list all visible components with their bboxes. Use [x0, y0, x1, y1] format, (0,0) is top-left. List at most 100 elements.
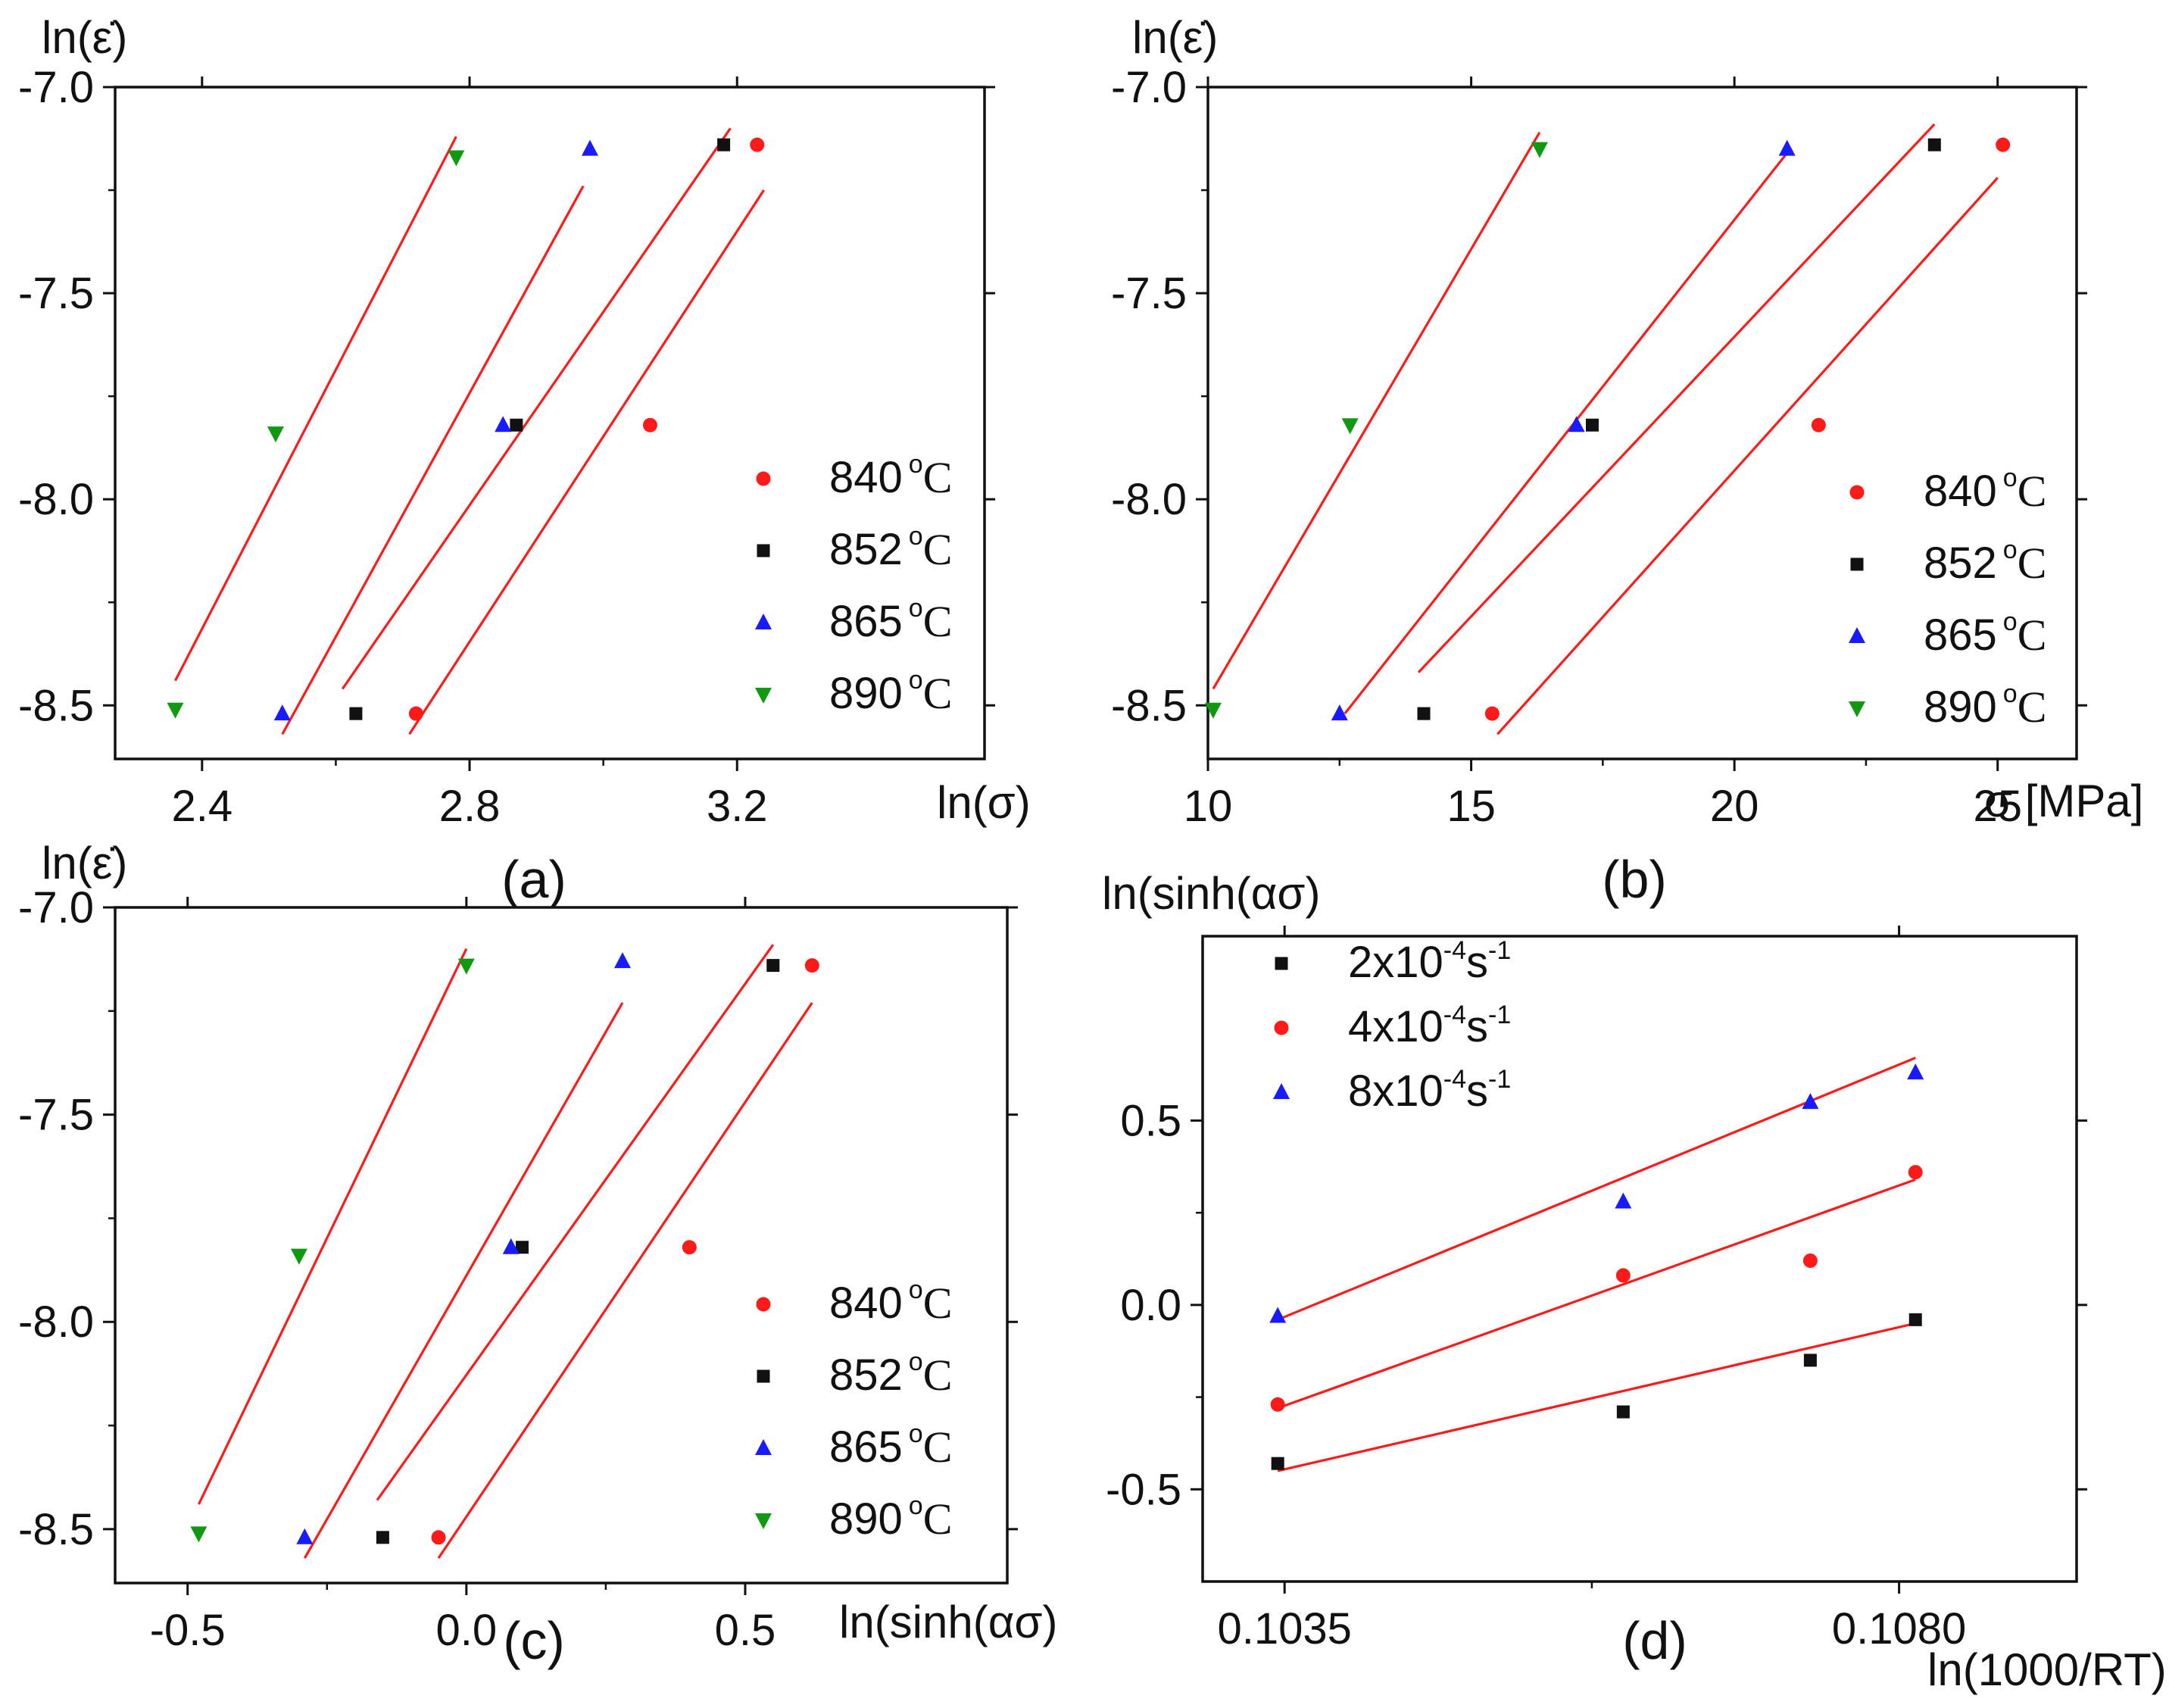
- x-axis-title: ln(sinh(ασ): [839, 1597, 1057, 1647]
- panel-label: (d): [1622, 1611, 1687, 1670]
- legend-entry: 865 oC: [755, 1419, 952, 1472]
- fit-line: [376, 944, 775, 1501]
- legend-entry: 865 oC: [1849, 607, 2046, 660]
- data-point: [1616, 1405, 1630, 1419]
- data-point: [1270, 1397, 1285, 1412]
- data-point: [1778, 139, 1796, 156]
- legend-marker: [755, 1513, 772, 1529]
- data-point: [290, 1248, 307, 1265]
- fit-line: [1277, 1322, 1916, 1472]
- legend-entry: 890 oC: [1849, 679, 2046, 732]
- legend-entry: 890 oC: [755, 666, 952, 718]
- legend-value: 840: [1924, 467, 1997, 516]
- data-point: [1811, 417, 1826, 432]
- legend-degree: o: [2003, 607, 2018, 636]
- data-point: [502, 1238, 520, 1254]
- x-tick-label: 25: [1973, 782, 2022, 831]
- legend-entry: 852 oC: [1850, 536, 2047, 588]
- series-840: [431, 958, 819, 1560]
- legend-label: 865 oC: [829, 1419, 952, 1472]
- y-tick-label: -7.0: [18, 63, 94, 112]
- series-865: [1331, 139, 1796, 721]
- y-tick-label: -8.5: [1111, 681, 1187, 730]
- legend-unit: s: [1466, 938, 1488, 987]
- data-point: [273, 704, 291, 721]
- legend-celsius: C: [2018, 682, 2047, 732]
- y-tick-label: -7.0: [1111, 63, 1187, 112]
- data-point: [1331, 704, 1348, 721]
- legend-marker: [1849, 627, 1865, 643]
- legend-entry: 865 oC: [755, 594, 952, 646]
- legend-exponent: -4: [1443, 1065, 1466, 1094]
- series-840: [1484, 137, 2011, 735]
- data-point: [1269, 1307, 1287, 1323]
- x-tick-label: 0.1035: [1217, 1604, 1351, 1653]
- legend-marker: [755, 614, 772, 629]
- data-point: [1568, 416, 1585, 432]
- legend-celsius: C: [923, 453, 953, 502]
- legend-degree: o: [2003, 536, 2018, 564]
- legend-degree: o: [909, 450, 923, 479]
- legend-degree: o: [2003, 464, 2018, 492]
- y-tick-label: -0.5: [1106, 1465, 1181, 1514]
- legend-marker: [757, 1369, 770, 1383]
- y-tick-label: 0.5: [1120, 1096, 1181, 1145]
- legend-marker: [755, 1439, 772, 1455]
- x-tick-label: 0.0: [436, 1606, 498, 1655]
- legend-value: 865: [829, 597, 903, 646]
- panel-label: (c): [503, 1611, 565, 1670]
- legend-marker: [1275, 957, 1288, 970]
- legend-entry: 890 oC: [755, 1491, 952, 1544]
- legend-value: 8x10: [1348, 1066, 1443, 1116]
- data-point: [1802, 1253, 1818, 1268]
- plot-frame: [1206, 86, 2078, 760]
- x-axis-title: ln(1000/RT): [1927, 1644, 2167, 1695]
- fit-line: [1212, 132, 1541, 690]
- data-point: [1908, 1165, 1923, 1180]
- data-point: [495, 416, 512, 432]
- data-point: [448, 150, 465, 167]
- data-point: [1341, 418, 1359, 435]
- panel-b: 10 15 20 25 -7.0 -7.5 -8.0 -8.5 σ [MPa] ln(ε̇) (b)…: [1111, 12, 2143, 909]
- fit-line: [281, 185, 585, 735]
- x-tick-label: 3.2: [707, 782, 768, 831]
- legend-value: 890: [829, 669, 903, 718]
- data-point: [1907, 1063, 1924, 1080]
- legend-value: 890: [1924, 682, 1997, 732]
- series-2x10: [1271, 1313, 1922, 1472]
- panel-a: 2.4 2.8 3.2 -7.0 -7.5 -8.0 -8.5 ln(σ) ln(ε̇) (a) 8…: [18, 12, 1031, 909]
- legend-degree: o: [909, 522, 923, 551]
- legend-celsius: C: [923, 1279, 953, 1328]
- panel-label: (a): [501, 850, 566, 909]
- series-865: [296, 952, 631, 1559]
- data-point: [1484, 706, 1500, 721]
- series-890: [167, 136, 465, 719]
- legend-value: 840: [829, 1279, 903, 1328]
- y-tick-label: -8.0: [1111, 475, 1187, 524]
- legend-label: 865 oC: [829, 594, 952, 646]
- legend-value: 865: [1924, 610, 1997, 660]
- fit-line: [303, 1002, 624, 1559]
- data-point: [750, 137, 765, 152]
- fit-line: [1496, 176, 1999, 735]
- panel-d: 0.1035 0.1080 0.5 0.0 -0.5 ln(1000/RT) ln(sinh…: [1102, 868, 2167, 1695]
- legend-celsius: C: [2018, 539, 2047, 588]
- y-axis-title: ln(ε̇): [42, 838, 127, 888]
- y-tick-label: -7.0: [18, 883, 94, 932]
- data-point: [1585, 418, 1599, 432]
- y-axis-title: ln(sinh(ασ): [1102, 868, 1320, 919]
- legend-value: 4x10: [1348, 1002, 1443, 1051]
- legend-value: 852: [829, 525, 903, 574]
- legend-label: 852 oC: [829, 522, 952, 574]
- data-point: [190, 1526, 208, 1543]
- legend-entry: 8x10-4s-1: [1273, 1065, 1511, 1116]
- y-tick-label: -7.5: [18, 269, 94, 318]
- legend-celsius: C: [923, 525, 953, 574]
- legend-marker: [1849, 485, 1865, 500]
- x-axis-title: σ [MPa]: [1984, 776, 2143, 826]
- legend-entry: 840 oC: [756, 450, 953, 502]
- x-tick-label: 15: [1447, 782, 1496, 831]
- series-890: [1204, 132, 1548, 719]
